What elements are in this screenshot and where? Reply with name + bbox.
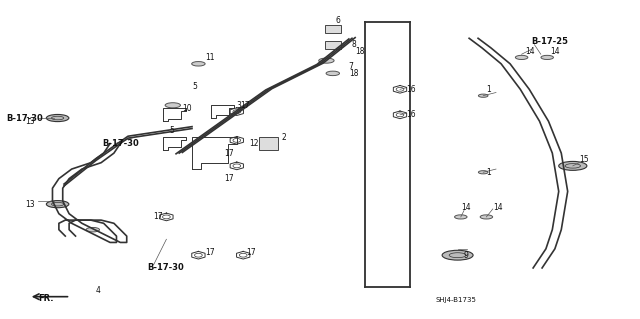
- Text: 16: 16: [406, 110, 416, 119]
- Bar: [325, 41, 341, 48]
- Text: 1: 1: [486, 168, 491, 177]
- Bar: [259, 137, 278, 150]
- Text: 13: 13: [26, 117, 35, 126]
- Text: 7: 7: [349, 63, 354, 71]
- Text: 5: 5: [192, 82, 197, 91]
- Text: 14: 14: [525, 47, 534, 56]
- Ellipse shape: [480, 215, 493, 219]
- Text: 17: 17: [224, 149, 234, 158]
- Ellipse shape: [46, 201, 69, 208]
- Ellipse shape: [46, 115, 69, 122]
- Ellipse shape: [515, 56, 528, 60]
- Bar: [325, 25, 341, 33]
- Ellipse shape: [86, 227, 100, 232]
- Text: 8: 8: [352, 40, 356, 49]
- Text: 17: 17: [246, 248, 256, 256]
- Ellipse shape: [541, 56, 554, 60]
- Ellipse shape: [192, 62, 205, 66]
- Text: B-17-25: B-17-25: [531, 37, 568, 46]
- Text: B-17-30: B-17-30: [6, 114, 43, 122]
- Text: 17: 17: [205, 248, 214, 256]
- Text: FR.: FR.: [38, 294, 54, 303]
- Text: 14: 14: [461, 203, 470, 212]
- Ellipse shape: [559, 161, 587, 170]
- Text: 3: 3: [237, 101, 242, 110]
- Text: 12: 12: [250, 139, 259, 148]
- Text: 15: 15: [579, 155, 589, 164]
- Ellipse shape: [454, 215, 467, 219]
- Text: 17: 17: [224, 174, 234, 183]
- Text: 14: 14: [550, 47, 560, 56]
- Text: 10: 10: [182, 104, 192, 113]
- Text: 2: 2: [282, 133, 286, 142]
- Text: 6: 6: [336, 16, 341, 25]
- Text: 4: 4: [96, 286, 101, 295]
- Text: 17: 17: [240, 101, 250, 110]
- Ellipse shape: [479, 94, 488, 97]
- Ellipse shape: [479, 171, 488, 174]
- Text: 16: 16: [406, 85, 416, 94]
- Ellipse shape: [326, 71, 340, 76]
- Text: B-17-30: B-17-30: [147, 263, 184, 272]
- Text: SHJ4-B1735: SHJ4-B1735: [435, 297, 476, 303]
- Text: B-17-30: B-17-30: [102, 139, 139, 148]
- Text: 14: 14: [493, 203, 502, 212]
- Text: 17: 17: [154, 212, 163, 221]
- Text: 13: 13: [26, 200, 35, 209]
- Text: 11: 11: [205, 53, 214, 62]
- Ellipse shape: [165, 103, 180, 108]
- Ellipse shape: [319, 58, 334, 63]
- Text: 1: 1: [486, 85, 491, 94]
- Text: 18: 18: [349, 69, 358, 78]
- Text: 5: 5: [170, 126, 175, 135]
- Text: 9: 9: [464, 251, 469, 260]
- Ellipse shape: [442, 250, 473, 260]
- Text: 18: 18: [355, 47, 365, 56]
